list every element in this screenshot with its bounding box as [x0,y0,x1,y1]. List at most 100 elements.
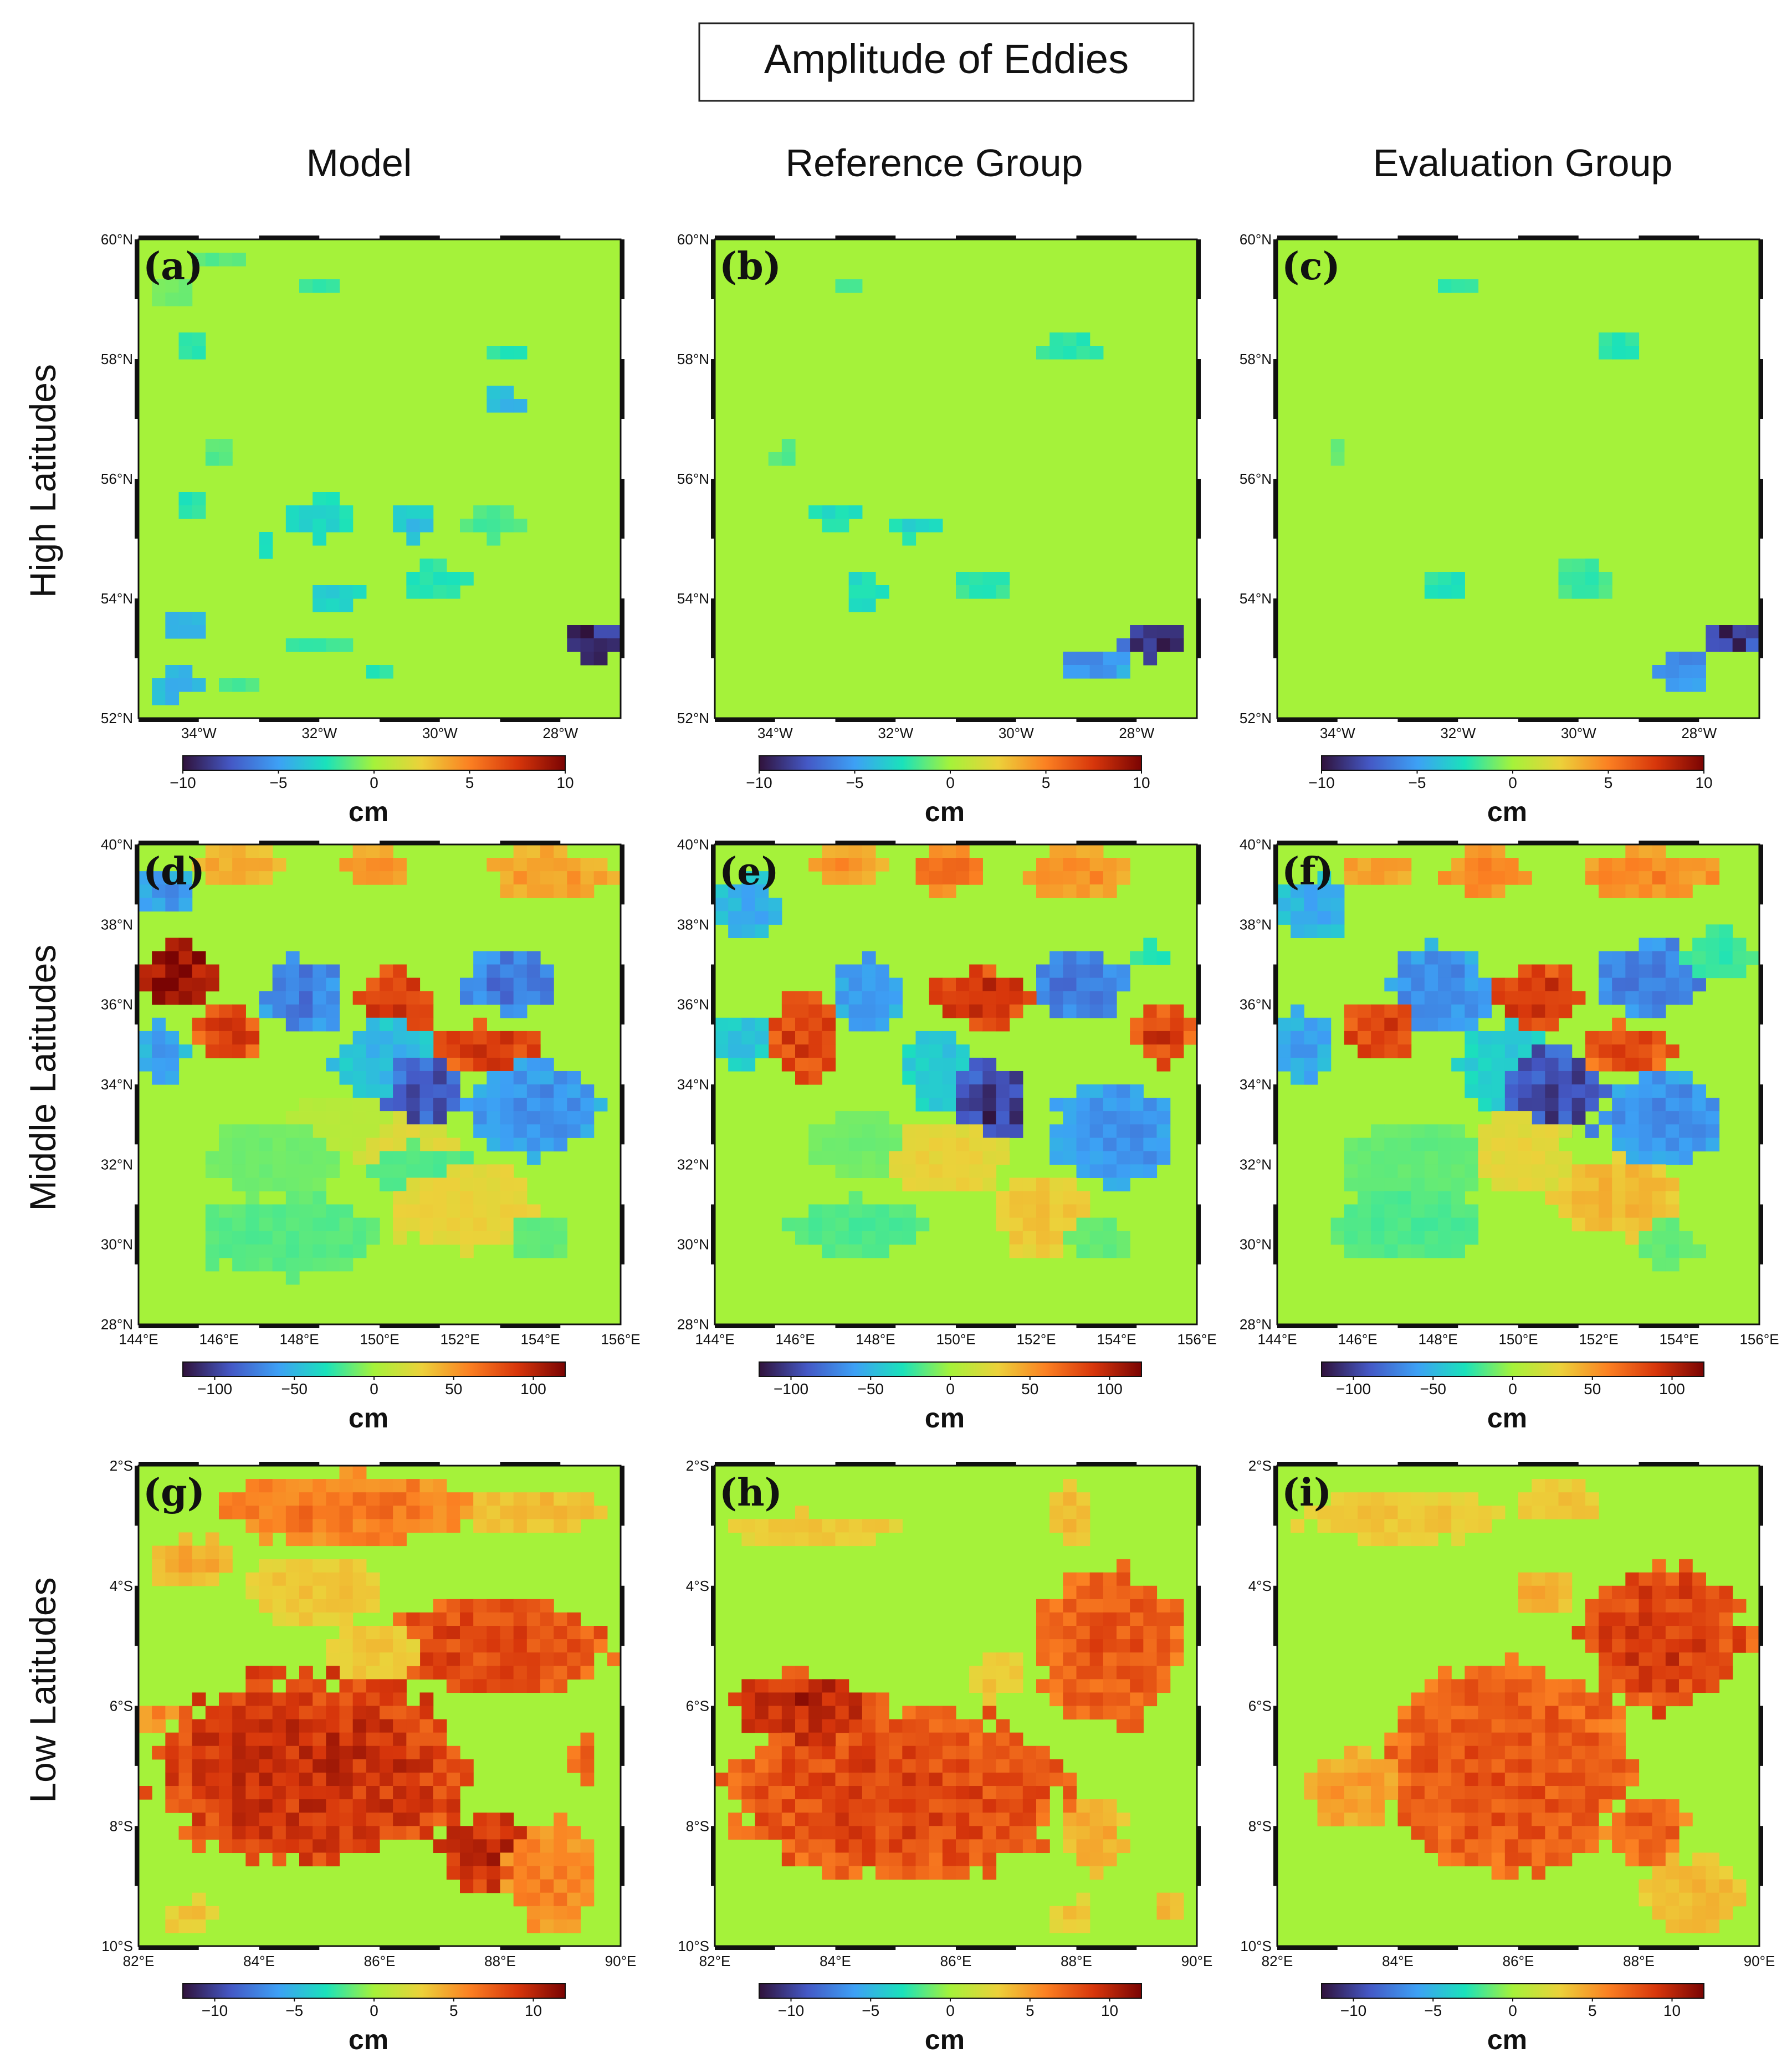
eddy-cell [1344,1786,1358,1800]
eddy-cell [567,1652,581,1666]
eddy-cell [419,1492,434,1506]
eddy-cell [929,1084,943,1098]
eddy-cell [996,1111,1010,1125]
eddy-cell [969,1164,983,1178]
eddy-cell [1130,1679,1144,1693]
eddy-cell [1384,1017,1399,1032]
eddy-cell [313,1178,326,1192]
eddy-cell [835,1826,849,1840]
eddy-cell [1558,572,1573,586]
eddy-cell [513,1044,528,1058]
eddy-cell [1732,964,1747,979]
eddy-cell [299,1772,313,1786]
eddy-cell [1745,951,1760,965]
eddy-cell [1518,1572,1532,1586]
eddy-cell [380,1532,393,1547]
frame-tick-top [1639,1462,1699,1466]
y-tick-label: 28°N [101,1316,133,1333]
eddy-cell [1117,1719,1130,1733]
eddy-cell [862,1745,876,1760]
eddy-cell [1478,1852,1492,1867]
eddy-cell [419,572,434,586]
colorbar-tick-label: 5 [449,2002,458,2019]
eddy-cell [1665,1652,1680,1666]
frame-tick-left [135,964,139,1025]
eddy-cell [1103,1813,1117,1826]
eddy-cell [299,1151,313,1165]
eddy-cell [205,844,219,858]
eddy-cell [1612,964,1626,979]
eddy-cell [393,1639,407,1653]
y-tick-label: 4°S [686,1578,709,1594]
eddy-cell [982,1098,997,1112]
eddy-patch [889,1124,1010,1192]
eddy-cell [1599,1732,1612,1747]
eddy-cell [1599,1626,1612,1640]
eddy-cell [1491,858,1506,872]
eddy-cell [1719,924,1733,938]
eddy-cell [755,1826,769,1840]
eddy-patch [460,505,528,546]
eddy-cell [165,1057,180,1072]
eddy-cell [366,1572,380,1586]
eddy-cell [313,1599,326,1613]
eddy-cell [808,1799,822,1813]
eddy-cell [755,871,769,885]
eddy-cell [728,884,742,898]
eddy-cell [313,1719,326,1733]
eddy-cell [1063,1919,1077,1933]
eddy-patch [1036,1559,1184,1733]
eddy-cell [192,1017,206,1032]
frame-tick-top [956,236,1016,239]
eddy-cell [406,519,421,533]
eddy-cell [1545,1479,1559,1493]
eddy-cell [1585,1057,1599,1072]
eddy-cell [889,1732,903,1747]
eddy-cell [1679,1231,1693,1245]
eddy-cell [1518,1799,1532,1813]
eddy-cell [1504,1111,1519,1125]
eddy-cell [540,1919,554,1933]
eddy-cell [1384,1191,1399,1205]
eddy-cell [835,279,849,293]
eddy-cell [942,1759,956,1773]
eddy-cell [822,1519,836,1533]
eddy-cell [1063,652,1077,666]
eddy-cell [1518,1124,1532,1138]
eddy-patch [1049,1084,1171,1192]
eddy-cell [526,884,541,898]
eddy-patch [139,1666,474,1867]
eddy-cell [352,1506,367,1519]
eddy-cell [406,585,421,599]
eddy-patch [460,1057,608,1165]
eddy-cell [513,1124,528,1138]
eddy-cell [1491,1164,1506,1178]
eddy-cell [513,1492,528,1506]
eddy-cell [245,1257,260,1272]
eddy-cell [1625,1626,1640,1640]
eddy-cell [419,1519,434,1533]
eddy-cell [755,898,769,912]
eddy-cell [1117,1231,1130,1245]
eddy-cell [1639,1098,1653,1112]
eddy-cell [219,1559,233,1573]
eddy-cell [500,1031,514,1045]
eddy-cell [1612,884,1626,898]
eddy-cell [1571,1759,1586,1773]
eddy-cell [299,1732,313,1747]
eddy-cell [1545,1786,1559,1800]
eddy-cell [232,1031,246,1045]
eddy-cell [942,1839,956,1854]
eddy-patch [715,1017,769,1072]
eddy-cell [339,1612,354,1626]
frame-tick-bottom [259,1324,320,1328]
eddy-cell [1036,1191,1050,1205]
eddy-cell [593,1626,608,1640]
eddy-cell [192,1786,206,1800]
eddy-cell [526,1098,541,1112]
eddy-cell [1371,1204,1385,1219]
eddy-cell [1692,1111,1706,1125]
eddy-cell [406,1759,421,1773]
eddy-cell [1371,1759,1385,1773]
eddy-cell [1371,1231,1385,1245]
